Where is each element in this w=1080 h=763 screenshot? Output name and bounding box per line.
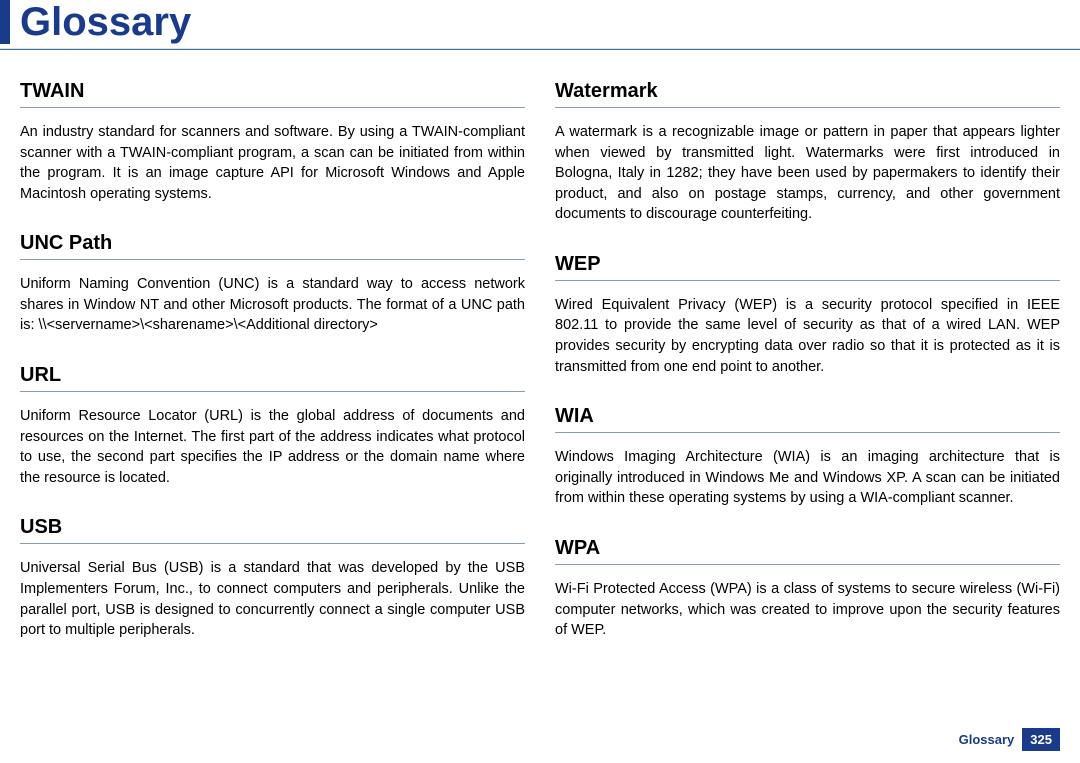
page-header: Glossary bbox=[0, 0, 1080, 44]
content-area: TWAIN An industry standard for scanners … bbox=[0, 80, 1080, 669]
glossary-term: Watermark bbox=[555, 80, 1060, 108]
glossary-entry: URL Uniform Resource Locator (URL) is th… bbox=[20, 364, 525, 488]
left-column: TWAIN An industry standard for scanners … bbox=[20, 80, 525, 669]
header-underline bbox=[0, 48, 1080, 50]
glossary-entry: USB Universal Serial Bus (USB) is a stan… bbox=[20, 516, 525, 640]
glossary-entry: WIA Windows Imaging Architecture (WIA) i… bbox=[555, 405, 1060, 509]
glossary-term: USB bbox=[20, 516, 525, 544]
page-title: Glossary bbox=[20, 0, 1080, 44]
glossary-term: WPA bbox=[555, 537, 1060, 565]
page-footer: Glossary 325 bbox=[959, 728, 1060, 751]
glossary-definition: Uniform Naming Convention (UNC) is a sta… bbox=[20, 274, 525, 336]
glossary-term: WEP bbox=[555, 253, 1060, 281]
glossary-term: URL bbox=[20, 364, 525, 392]
glossary-entry: Watermark A watermark is a recognizable … bbox=[555, 80, 1060, 225]
glossary-term: TWAIN bbox=[20, 80, 525, 108]
right-column: Watermark A watermark is a recognizable … bbox=[555, 80, 1060, 669]
glossary-definition: A watermark is a recognizable image or p… bbox=[555, 122, 1060, 225]
glossary-definition: Windows Imaging Architecture (WIA) is an… bbox=[555, 447, 1060, 509]
glossary-entry: TWAIN An industry standard for scanners … bbox=[20, 80, 525, 204]
glossary-term: WIA bbox=[555, 405, 1060, 433]
glossary-definition: Wired Equivalent Privacy (WEP) is a secu… bbox=[555, 295, 1060, 377]
page-number: 325 bbox=[1022, 728, 1060, 751]
glossary-entry: UNC Path Uniform Naming Convention (UNC)… bbox=[20, 232, 525, 336]
glossary-entry: WEP Wired Equivalent Privacy (WEP) is a … bbox=[555, 253, 1060, 377]
glossary-definition: Uniform Resource Locator (URL) is the gl… bbox=[20, 406, 525, 488]
footer-section-label: Glossary bbox=[959, 732, 1015, 747]
glossary-entry: WPA Wi-Fi Protected Access (WPA) is a cl… bbox=[555, 537, 1060, 641]
glossary-definition: An industry standard for scanners and so… bbox=[20, 122, 525, 204]
glossary-definition: Wi-Fi Protected Access (WPA) is a class … bbox=[555, 579, 1060, 641]
glossary-term: UNC Path bbox=[20, 232, 525, 260]
glossary-definition: Universal Serial Bus (USB) is a standard… bbox=[20, 558, 525, 640]
